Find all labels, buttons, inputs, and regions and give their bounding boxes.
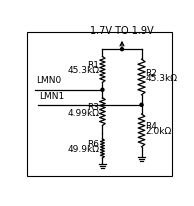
Text: LMN0: LMN0 (36, 76, 61, 85)
Text: R1: R1 (87, 61, 99, 70)
Text: 45.3kΩ: 45.3kΩ (68, 67, 99, 75)
Circle shape (120, 48, 124, 51)
Circle shape (140, 103, 143, 106)
Text: 49.9kΩ: 49.9kΩ (68, 145, 99, 154)
Text: R3: R3 (87, 103, 99, 112)
Text: 4.99kΩ: 4.99kΩ (68, 109, 99, 118)
Text: R4: R4 (145, 122, 157, 131)
Text: 1.7V TO 1.9V: 1.7V TO 1.9V (90, 26, 154, 36)
Text: LMN1: LMN1 (39, 92, 65, 101)
Text: 2.0kΩ: 2.0kΩ (145, 127, 171, 136)
Text: R6: R6 (87, 140, 99, 149)
Circle shape (101, 88, 104, 91)
Text: R2: R2 (145, 69, 157, 78)
Text: 45.3kΩ: 45.3kΩ (145, 74, 177, 83)
